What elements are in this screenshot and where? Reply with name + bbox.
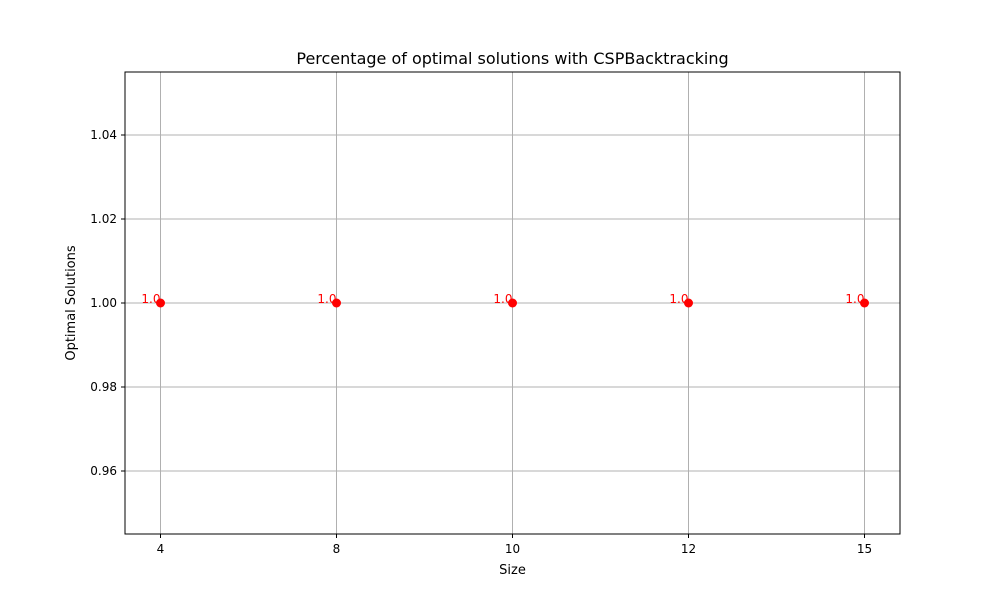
x-tick-label: 4: [157, 542, 165, 556]
scatter-point: [156, 298, 165, 308]
x-axis-label: Size: [499, 563, 526, 578]
data-label: 1.0: [845, 292, 864, 306]
data-points: [156, 298, 869, 308]
scatter-point: [508, 298, 517, 308]
scatter-point: [860, 298, 869, 308]
y-axis-label: Optimal Solutions: [64, 245, 79, 361]
data-label: 1.0: [141, 292, 160, 306]
y-tick-label: 0.96: [90, 464, 117, 478]
y-tick-label: 0.98: [90, 380, 117, 394]
data-label: 1.0: [669, 292, 688, 306]
chart-title: Percentage of optimal solutions with CSP…: [296, 49, 728, 68]
y-tick-label: 1.04: [90, 128, 117, 142]
y-axis-ticks: 0.96 0.98 1.00 1.02 1.04: [90, 128, 125, 478]
data-labels: 1.0 1.0 1.0 1.0 1.0: [141, 292, 864, 306]
y-tick-label: 1.00: [90, 296, 117, 310]
y-tick-label: 1.02: [90, 212, 117, 226]
x-tick-label: 8: [333, 542, 341, 556]
data-label: 1.0: [493, 292, 512, 306]
scatter-point: [332, 298, 341, 308]
x-tick-label: 15: [857, 542, 872, 556]
x-tick-label: 10: [505, 542, 520, 556]
scatter-point: [684, 298, 693, 308]
data-label: 1.0: [317, 292, 336, 306]
x-tick-label: 12: [681, 542, 696, 556]
x-axis-ticks: 4 8 10 12 15: [157, 534, 872, 556]
